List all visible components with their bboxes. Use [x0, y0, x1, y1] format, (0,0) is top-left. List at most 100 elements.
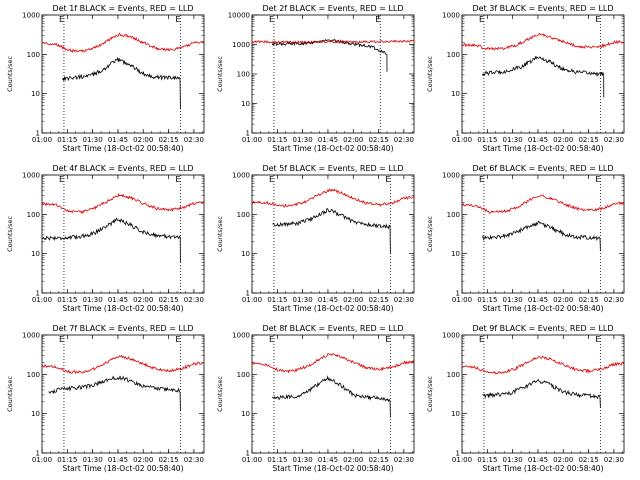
x-tick-label: 01:45: [318, 296, 338, 304]
x-axis-label: Start Time (18-Oct-02 00:58:40): [272, 144, 393, 153]
events-series-line: [61, 57, 181, 110]
y-tick-label: 1000: [22, 332, 40, 340]
lld-series-line: [251, 39, 414, 44]
lld-series-line: [41, 354, 204, 375]
panel-title: Det 1f BLACK = Events, RED = LLD: [52, 4, 193, 13]
x-tick-label: 02:00: [133, 296, 153, 304]
x-tick-label: 02:00: [343, 136, 363, 144]
y-tick-label: 1: [36, 290, 40, 298]
plot-frame: [41, 174, 205, 294]
event-marker-label: E: [59, 15, 64, 24]
y-tick-label: 10: [451, 90, 460, 98]
panel-title: Det 3f BLACK = Events, RED = LLD: [472, 4, 613, 13]
events-series-line: [48, 375, 181, 411]
x-axis-label: Start Time (18-Oct-02 00:58:40): [62, 144, 183, 153]
event-marker-label: E: [175, 175, 180, 184]
y-axis-label: Counts/sec: [426, 376, 434, 412]
panel-title: Det 5f BLACK = Events, RED = LLD: [262, 164, 403, 173]
panel-title: Det 7f BLACK = Events, RED = LLD: [52, 324, 193, 333]
x-tick-label: 01:45: [318, 136, 338, 144]
x-tick-label: 01:00: [242, 456, 262, 464]
y-tick-label: 10: [241, 100, 250, 108]
y-tick-label: 1: [456, 290, 460, 298]
x-tick-label: 01:30: [503, 136, 523, 144]
y-tick-label: 100: [237, 211, 250, 219]
events-series-line: [271, 38, 388, 72]
y-axis-label: Counts/sec: [6, 56, 14, 92]
event-marker-label: E: [59, 175, 64, 184]
plot-frame: [41, 334, 205, 454]
x-tick-label: 01:45: [528, 456, 548, 464]
x-tick-label: 02:00: [553, 456, 573, 464]
y-tick-label: 1000: [232, 41, 250, 49]
x-tick-label: 01:45: [108, 136, 128, 144]
y-tick-label: 1: [456, 130, 460, 138]
x-axis-label: Start Time (18-Oct-02 00:58:40): [272, 464, 393, 473]
plot-frame: [41, 14, 205, 134]
x-tick-label: 01:30: [83, 136, 103, 144]
plot-frame: [461, 14, 625, 134]
y-tick-label: 1000: [22, 172, 40, 180]
x-tick-label: 01:00: [242, 296, 262, 304]
detector-panel: Det 5f BLACK = Events, RED = LLD 1 10 100 10…: [216, 164, 415, 313]
event-marker-label: E: [479, 175, 484, 184]
x-tick-label: 02:00: [133, 456, 153, 464]
y-axis-label: Counts/sec: [216, 56, 224, 92]
panel-title: Det 9f BLACK = Events, RED = LLD: [472, 324, 613, 333]
x-tick-label: 01:45: [528, 296, 548, 304]
lld-series-line: [461, 355, 625, 375]
x-tick-label: 01:15: [267, 296, 287, 304]
y-tick-label: 1: [246, 290, 250, 298]
x-tick-label: 02:00: [553, 136, 573, 144]
x-tick-label: 02:30: [184, 136, 204, 144]
panel-title: Det 8f BLACK = Events, RED = LLD: [262, 324, 403, 333]
y-tick-label: 10: [31, 410, 40, 418]
detector-panel: Det 9f BLACK = Events, RED = LLD 1 10 100 10…: [426, 324, 625, 473]
y-tick-label: 100: [237, 71, 250, 79]
detector-panel: Det 3f BLACK = Events, RED = LLD 1 10 100 10…: [426, 4, 625, 153]
x-tick-label: 02:15: [368, 136, 388, 144]
x-tick-label: 01:30: [83, 456, 103, 464]
y-tick-label: 1: [36, 450, 40, 458]
x-tick-label: 01:45: [318, 456, 338, 464]
event-marker-label: E: [269, 15, 274, 24]
detector-panel: Det 2f BLACK = Events, RED = LLD 1 10 100 10…: [216, 4, 415, 153]
y-axis-label: Counts/sec: [6, 216, 14, 252]
x-tick-label: 01:00: [32, 456, 52, 464]
x-tick-label: 01:00: [32, 296, 52, 304]
event-marker-label: E: [385, 335, 390, 344]
lld-series-line: [251, 353, 415, 374]
events-series-line: [41, 217, 181, 263]
lld-series-line: [251, 188, 415, 208]
x-tick-label: 02:00: [343, 456, 363, 464]
y-tick-label: 10: [31, 250, 40, 258]
y-axis-label: Counts/sec: [426, 216, 434, 252]
y-tick-label: 100: [27, 371, 40, 379]
y-tick-label: 10000: [228, 12, 250, 20]
x-tick-label: 02:30: [184, 456, 204, 464]
event-marker-label: E: [595, 335, 600, 344]
x-tick-label: 02:15: [578, 456, 598, 464]
y-tick-label: 100: [447, 371, 460, 379]
event-marker-label: E: [479, 335, 484, 344]
x-tick-label: 02:15: [158, 456, 178, 464]
x-tick-label: 02:00: [553, 296, 573, 304]
event-marker-label: E: [385, 175, 390, 184]
y-tick-label: 10: [241, 250, 250, 258]
events-series-line: [272, 208, 391, 254]
x-tick-label: 02:30: [604, 296, 624, 304]
x-tick-label: 01:45: [108, 456, 128, 464]
x-tick-label: 02:30: [394, 456, 414, 464]
plot-frame: [251, 334, 415, 454]
y-tick-label: 10: [31, 90, 40, 98]
y-tick-label: 1: [456, 450, 460, 458]
x-tick-label: 01:15: [57, 456, 77, 464]
y-tick-label: 10: [451, 410, 460, 418]
x-tick-label: 01:00: [242, 136, 262, 144]
x-tick-label: 02:15: [368, 456, 388, 464]
plot-frame: [461, 334, 625, 454]
x-tick-label: 02:30: [184, 296, 204, 304]
x-axis-label: Start Time (18-Oct-02 00:58:40): [62, 304, 183, 313]
x-axis-label: Start Time (18-Oct-02 00:58:40): [482, 464, 603, 473]
